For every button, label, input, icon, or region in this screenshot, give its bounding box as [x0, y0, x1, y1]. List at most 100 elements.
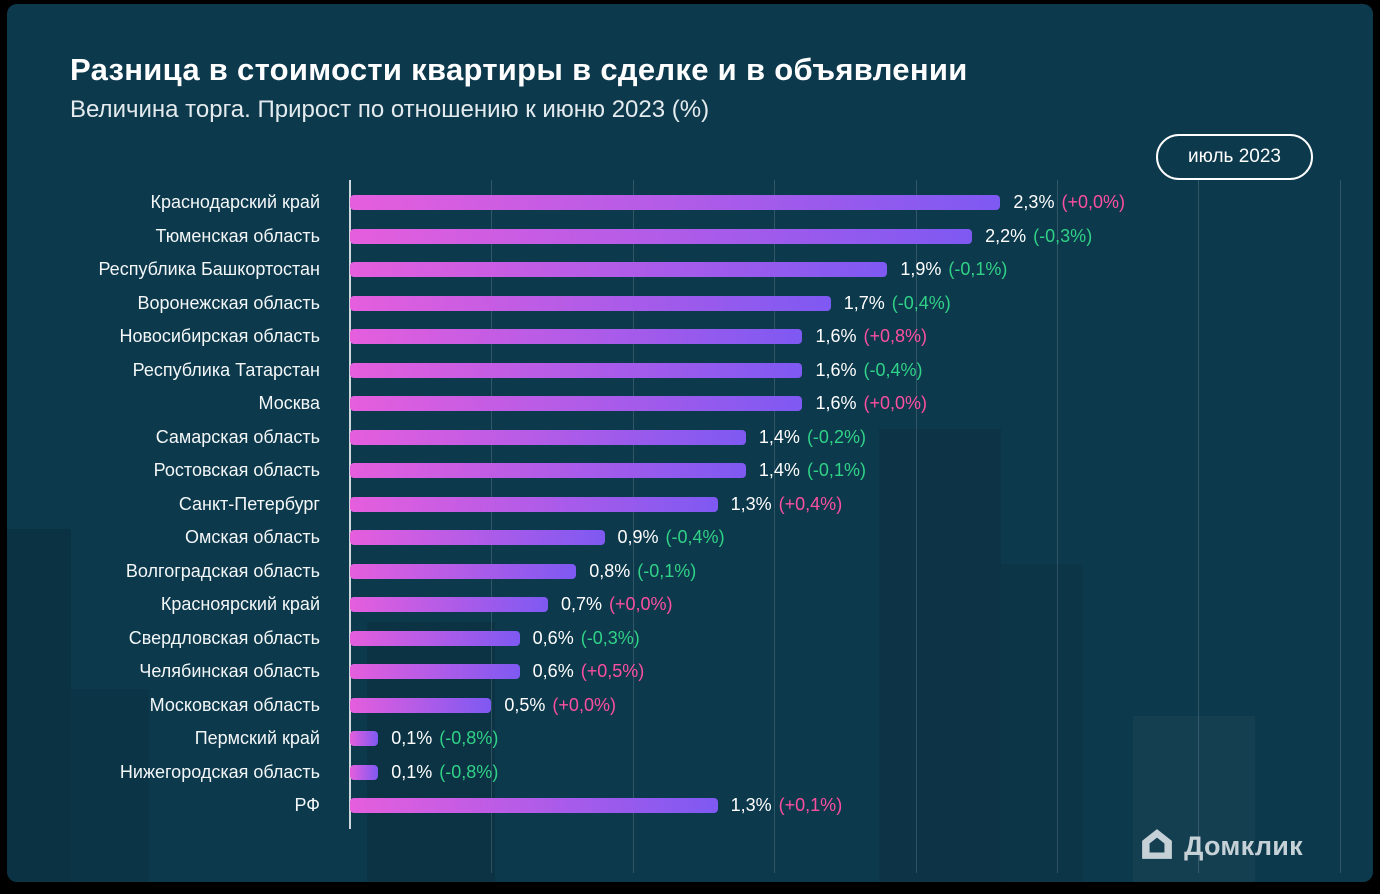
bar-value: 0,6% — [532, 627, 574, 648]
bar-track: 0,9% (-0,4%) — [350, 521, 1361, 555]
chart-row: Челябинская область 0,6% (+0,5%) — [7, 655, 1373, 689]
bar-change: (-0,4%) — [891, 292, 951, 313]
row-label: Краснодарский край — [150, 192, 320, 213]
bar — [350, 496, 718, 512]
bar-value: 2,3% — [1013, 192, 1055, 213]
bar-change: (+0,4%) — [778, 493, 843, 514]
bar-value: 2,2% — [985, 225, 1027, 246]
row-label: Пермский край — [194, 728, 320, 749]
bar-change: (+0,8%) — [863, 326, 928, 347]
row-label: Республика Татарстан — [132, 359, 320, 380]
bar-track: 0,6% (-0,3%) — [350, 622, 1361, 656]
background-block — [1001, 564, 1083, 882]
bar-track: 1,3% (+0,1%) — [350, 789, 1361, 823]
chart-row: Республика Башкортостан 1,9% (-0,1%) — [7, 253, 1373, 287]
row-label: Тюменская область — [155, 225, 320, 246]
bar-value: 1,6% — [815, 326, 857, 347]
chart-row: Краснодарский край 2,3% (+0,0%) — [7, 186, 1373, 220]
bar-track: 1,7% (-0,4%) — [350, 287, 1361, 321]
bar-change: (-0,1%) — [806, 460, 866, 481]
page-subtitle: Величина торга. Прирост по отношению к и… — [70, 96, 710, 123]
bar-value: 1,4% — [758, 426, 800, 447]
bar — [350, 463, 746, 479]
bar-value: 0,6% — [532, 661, 574, 682]
bar — [350, 228, 973, 244]
bar — [350, 530, 605, 546]
bar-value: 0,1% — [391, 761, 433, 782]
gridline — [1056, 180, 1058, 873]
row-label: Воронежская область — [137, 292, 320, 313]
chart-row: Москва 1,6% (+0,0%) — [7, 387, 1373, 421]
gridline — [915, 180, 917, 873]
bar-chart: Краснодарский край 2,3% (+0,0%) Тюменска… — [7, 180, 1373, 873]
bar-track: 0,7% (+0,0%) — [350, 588, 1361, 622]
period-badge: июль 2023 — [1156, 134, 1313, 180]
chart-row: Красноярский край 0,7% (+0,0%) — [7, 588, 1373, 622]
bar — [350, 664, 520, 680]
gridline — [1339, 180, 1341, 873]
row-label: Самарская область — [155, 426, 320, 447]
chart-row: Санкт-Петербург 1,3% (+0,4%) — [7, 488, 1373, 522]
row-label: РФ — [294, 795, 321, 816]
brand-logo: Домклик — [1140, 827, 1303, 866]
bar-value: 1,3% — [730, 795, 772, 816]
bar-value: 1,7% — [843, 292, 885, 313]
bar-value: 1,6% — [815, 393, 857, 414]
bar-track: 1,6% (-0,4%) — [350, 354, 1361, 388]
row-label: Москва — [258, 393, 320, 414]
bar-value: 0,9% — [617, 527, 659, 548]
bar-change: (-0,4%) — [665, 527, 725, 548]
bar-value: 1,6% — [815, 359, 857, 380]
bar-track: 0,8% (-0,1%) — [350, 555, 1361, 589]
bar-change: (-0,3%) — [580, 627, 640, 648]
bar-change: (-0,2%) — [806, 426, 866, 447]
bar-track: 1,6% (+0,0%) — [350, 387, 1361, 421]
row-label: Новосибирская область — [119, 326, 321, 347]
chart-row: Омская область 0,9% (-0,4%) — [7, 521, 1373, 555]
bar-change: (+0,0%) — [1061, 192, 1125, 213]
gridline — [491, 180, 493, 873]
bar-change: (-0,4%) — [863, 359, 923, 380]
bar-value: 1,3% — [730, 493, 772, 514]
chart-row: Республика Татарстан 1,6% (-0,4%) — [7, 354, 1373, 388]
chart-rows: Краснодарский край 2,3% (+0,0%) Тюменска… — [7, 186, 1373, 823]
bar-track: 1,4% (-0,2%) — [350, 421, 1361, 455]
bar — [350, 362, 803, 378]
bar-change: (+0,0%) — [552, 694, 616, 715]
chart-row: Тюменская область 2,2% (-0,3%) — [7, 220, 1373, 254]
bar-track: 2,2% (-0,3%) — [350, 220, 1361, 254]
row-label: Красноярский край — [160, 594, 320, 615]
page-title: Разница в стоимости квартиры в сделке и … — [70, 52, 968, 87]
bar-value: 0,8% — [589, 560, 631, 581]
bar — [350, 195, 1001, 211]
bar — [350, 697, 492, 713]
gridline — [774, 180, 776, 873]
row-label: Волгоградская область — [125, 560, 320, 581]
gridline — [632, 180, 634, 873]
bar-change: (-0,8%) — [439, 728, 499, 749]
bar — [350, 295, 831, 311]
bar-value: 0,5% — [504, 694, 546, 715]
bar — [350, 597, 548, 613]
bar — [350, 798, 718, 814]
bar-track: 1,6% (+0,8%) — [350, 320, 1361, 354]
bar-change: (+0,0%) — [608, 594, 673, 615]
chart-row: Свердловская область 0,6% (-0,3%) — [7, 622, 1373, 656]
bar — [350, 329, 803, 345]
bar — [350, 429, 746, 445]
bar-value: 0,7% — [560, 594, 602, 615]
brand-name: Домклик — [1184, 831, 1303, 861]
chart-row: Нижегородская область 0,1% (-0,8%) — [7, 756, 1373, 790]
row-label: Нижегородская область — [119, 761, 320, 782]
house-icon — [1140, 827, 1174, 866]
bar-value: 1,4% — [758, 460, 800, 481]
chart-row: Воронежская область 1,7% (-0,4%) — [7, 287, 1373, 321]
bar — [350, 630, 520, 646]
bar-track: 0,1% (-0,8%) — [350, 756, 1361, 790]
chart-row: Новосибирская область 1,6% (+0,8%) — [7, 320, 1373, 354]
bar — [350, 396, 803, 412]
bar — [350, 563, 577, 579]
bar-change: (-0,3%) — [1033, 225, 1093, 246]
bar-track: 0,5% (+0,0%) — [350, 689, 1361, 723]
